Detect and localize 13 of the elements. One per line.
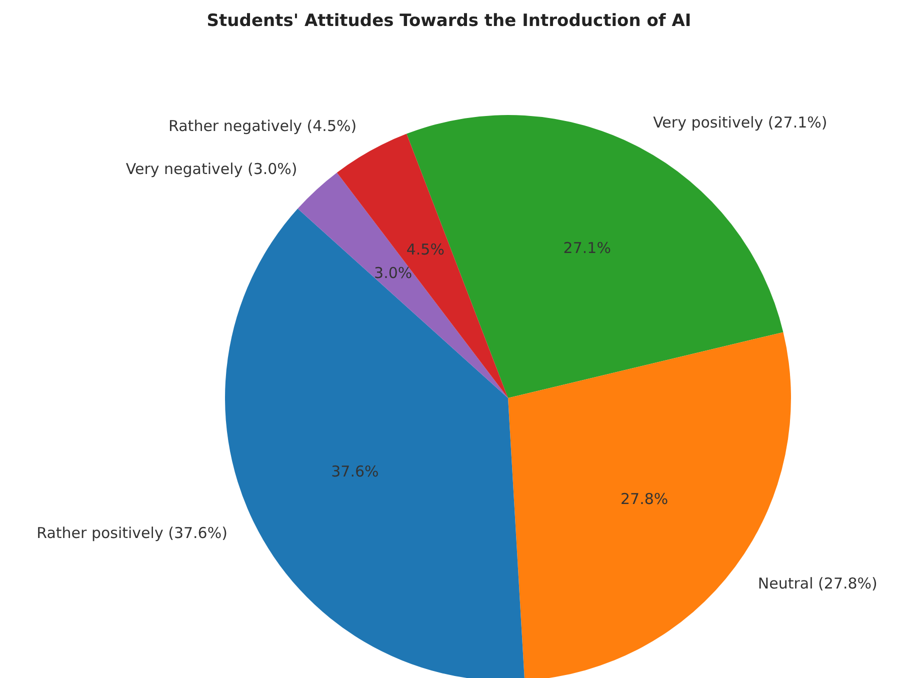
pie-slice xyxy=(298,172,508,398)
slice-label: Rather positively (37.6%) xyxy=(36,524,228,542)
data-label: 37.6% xyxy=(331,462,379,481)
slice-label: Neutral (27.8%) xyxy=(758,574,878,593)
chart-title: Students' Attitudes Towards the Introduction of AI xyxy=(206,11,692,31)
pie-slice xyxy=(336,134,508,398)
slice-label: Very positively (27.1%) xyxy=(653,114,828,132)
data-label: 3.0% xyxy=(374,264,412,282)
data-label: 4.5% xyxy=(406,240,444,259)
slice-label: Rather negatively (4.5%) xyxy=(168,116,357,135)
data-label: 27.1% xyxy=(563,238,611,257)
slice-label: Very negatively (3.0%) xyxy=(126,160,298,178)
data-label: 27.8% xyxy=(620,490,668,508)
